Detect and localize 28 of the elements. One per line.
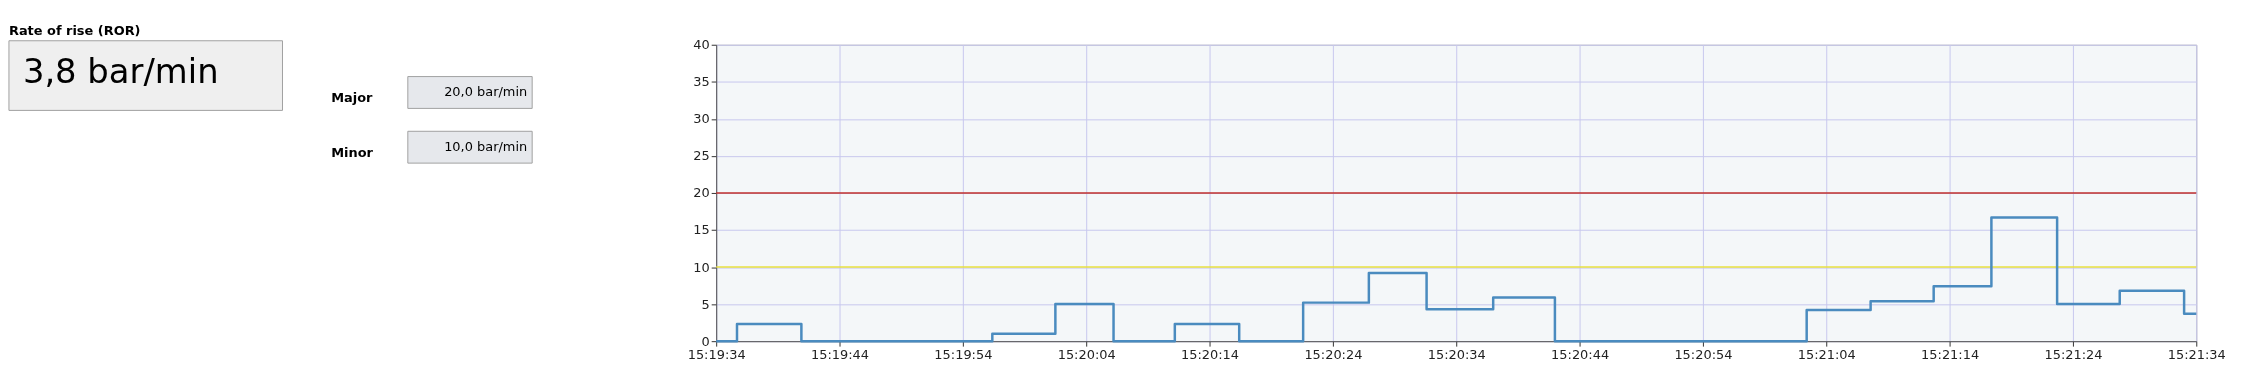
- y-tick-label: 30: [693, 111, 710, 127]
- x-tick-label: 15:21:34: [2167, 346, 2226, 362]
- text: 3,8 bar/min: [22, 51, 219, 91]
- x-tick-label: 15:20:54: [1674, 346, 1733, 362]
- text: Minor: [331, 145, 374, 161]
- x-tick-label: 15:20:04: [1057, 346, 1116, 362]
- text: 10,0 bar/min: [444, 139, 528, 155]
- x-tick-label: 15:20:44: [1551, 346, 1610, 362]
- y-tick-label: 20: [693, 185, 710, 201]
- y-tick-label: 15: [693, 222, 710, 238]
- x-tick-label: 15:19:44: [811, 346, 870, 362]
- text: 20,0 bar/min: [444, 84, 528, 100]
- y-tick-label: 25: [693, 148, 710, 164]
- y-tick-label: 40: [693, 37, 710, 53]
- text: Rate of rise (ROR): [8, 22, 141, 38]
- x-tick-label: 15:19:34: [687, 346, 746, 362]
- x-tick-label: 15:20:34: [1427, 346, 1486, 362]
- x-tick-label: 15:19:54: [934, 346, 993, 362]
- x-tick-label: 15:21:04: [1797, 346, 1856, 362]
- x-tick-label: 15:21:14: [1921, 346, 1980, 362]
- x-tick-label: 15:20:24: [1304, 346, 1363, 362]
- y-tick-label: 5: [701, 296, 710, 312]
- y-tick-label: 10: [693, 259, 710, 275]
- text: Major: [331, 90, 374, 106]
- x-tick-label: 15:20:14: [1181, 346, 1240, 362]
- y-tick-label: 35: [693, 74, 710, 90]
- y-tick-label: 0: [701, 333, 710, 349]
- x-tick-label: 15:21:24: [2044, 346, 2103, 362]
